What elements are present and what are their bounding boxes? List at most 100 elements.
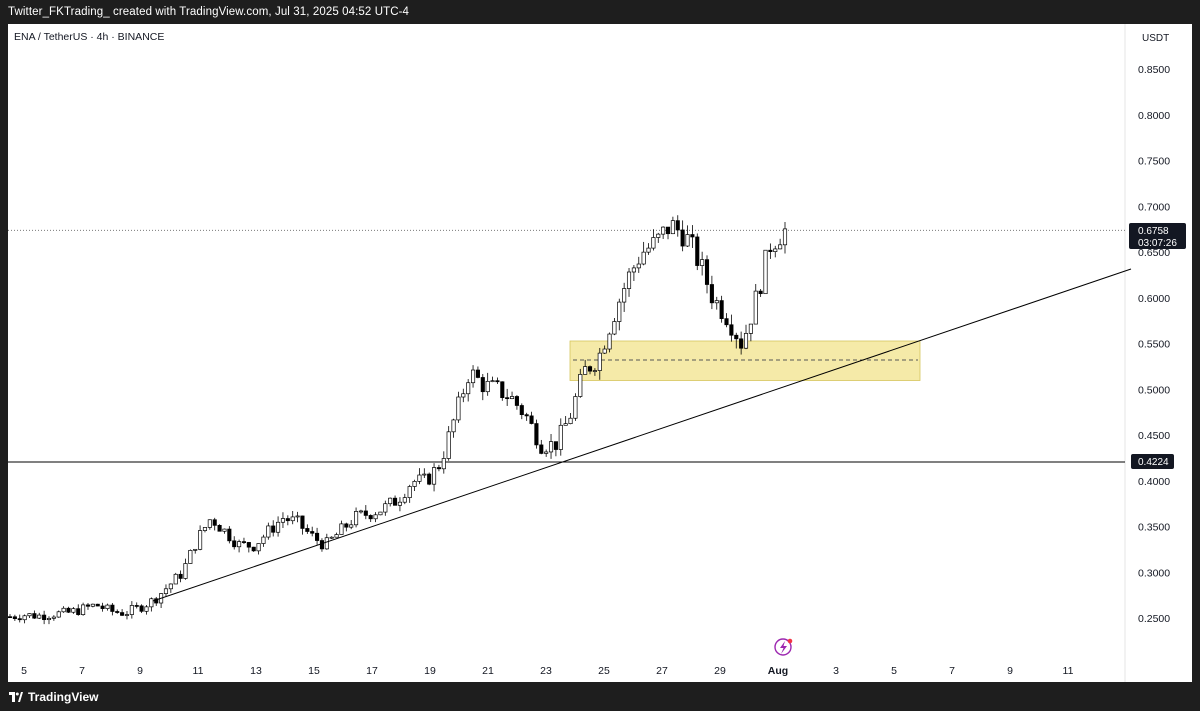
candle-body (110, 604, 115, 612)
candle (310, 526, 315, 537)
candle-body (105, 604, 110, 609)
candle-body (285, 518, 290, 522)
candle (183, 558, 188, 580)
candle-body (587, 366, 593, 372)
candle (587, 365, 593, 375)
candle-body (773, 248, 778, 252)
candle (71, 607, 76, 614)
candle-body (558, 424, 563, 450)
candle-body (597, 352, 602, 371)
candle (193, 548, 198, 554)
candle (597, 347, 602, 380)
chart-frame[interactable]: ENA / TetherUS · 4h · BINANCE USDT 0.850… (7, 24, 1192, 682)
candle-body (241, 541, 247, 543)
candle-body (388, 497, 393, 505)
candle (12, 614, 17, 621)
price-axis[interactable]: 0.8500 0.8000 0.7500 0.7000 0.6500 0.6000 0.55… (1138, 64, 1170, 625)
candle (261, 534, 266, 547)
candle (617, 298, 622, 331)
support-price-value: 0.4224 (1138, 457, 1169, 468)
candle (773, 245, 778, 258)
lightning-icon[interactable] (774, 638, 793, 656)
candlestick-chart[interactable]: ENA / TetherUS · 4h · BINANCE USDT 0.850… (7, 24, 1192, 682)
candle (490, 376, 495, 383)
candle (709, 275, 714, 310)
candle (485, 372, 490, 396)
candle (339, 520, 344, 535)
price-tick-label: 0.5500 (1138, 339, 1170, 351)
candle (475, 366, 480, 379)
candle-body (383, 503, 388, 513)
candle-body (12, 616, 17, 620)
candle (120, 609, 125, 616)
candle (432, 463, 437, 492)
candle-body (290, 516, 295, 522)
candle-body (261, 536, 266, 544)
candle-body (193, 548, 198, 551)
date-tick-label: 7 (949, 665, 955, 677)
candle-body (690, 234, 695, 238)
candle (178, 570, 183, 583)
candle (753, 284, 758, 325)
candle (626, 267, 632, 297)
candle (422, 468, 427, 479)
candle-body (100, 605, 105, 609)
candle-body (665, 226, 671, 235)
candle (85, 602, 91, 610)
price-tick-label: 0.8000 (1138, 110, 1170, 122)
candle (56, 610, 61, 618)
candle (680, 220, 685, 252)
candle (529, 411, 534, 425)
candle (778, 238, 783, 250)
candle (519, 403, 524, 420)
candle (344, 522, 349, 532)
candle (724, 313, 729, 328)
candle-body (120, 612, 125, 616)
candle-body (207, 519, 212, 528)
candle-body (573, 396, 578, 419)
candle-body (617, 301, 622, 322)
candle (534, 419, 539, 449)
candle (670, 216, 675, 235)
candle-body (734, 334, 739, 340)
candle-body (397, 501, 402, 506)
candle (592, 368, 597, 376)
candles[interactable] (7, 215, 788, 625)
candle-body (349, 524, 354, 528)
candle-body (475, 369, 480, 378)
price-tick-label: 0.5000 (1138, 384, 1170, 396)
candle (295, 511, 300, 523)
candle (66, 606, 71, 613)
candle-body (422, 473, 427, 476)
date-tick-label: 13 (250, 665, 262, 677)
candle (768, 243, 773, 259)
candle-body (490, 380, 495, 383)
candle (383, 500, 388, 516)
candle (471, 365, 476, 388)
candle-body (276, 521, 281, 533)
candle (232, 536, 237, 550)
candle-body (300, 515, 305, 529)
candle-body (324, 537, 329, 550)
candle (622, 282, 627, 312)
candle-body (115, 611, 120, 613)
candle (27, 613, 32, 619)
candle (685, 225, 690, 248)
candle (90, 603, 95, 608)
trendline[interactable] (152, 268, 1132, 602)
candle-body (563, 423, 568, 426)
candle (7, 614, 13, 619)
candle (402, 493, 407, 505)
candle (719, 295, 724, 323)
candle-body (27, 613, 32, 617)
candle-body (183, 563, 188, 579)
candle-body (709, 284, 714, 304)
candle (290, 511, 295, 525)
candle (553, 441, 558, 457)
candle-body (471, 369, 476, 384)
candle-body (232, 540, 237, 548)
candle-body (529, 415, 534, 424)
price-tick-label: 0.7500 (1138, 156, 1170, 168)
candle-body (22, 615, 27, 621)
time-axis[interactable]: 5 7 9 11 13 15 17 19 21 23 25 27 29 Aug 3 5 7 9 11 (21, 665, 1074, 677)
